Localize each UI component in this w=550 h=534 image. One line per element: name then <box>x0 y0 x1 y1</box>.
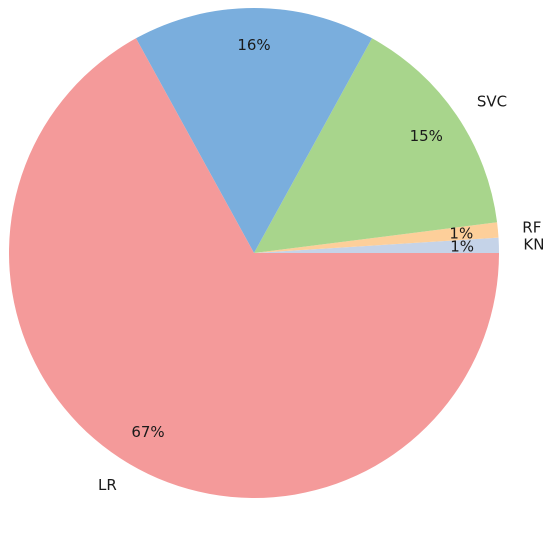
pie-slices <box>8 7 500 499</box>
category-label-kn: KN <box>523 236 544 254</box>
percent-label-svc: 15% <box>410 127 443 145</box>
pie-slice-dt <box>135 7 373 254</box>
category-label-rf: RF <box>522 219 541 237</box>
percent-label-lr: 67% <box>131 423 164 441</box>
category-label-svc: SVC <box>477 93 507 111</box>
pie-percent-labels: 1%1% 15% 16% 67% <box>131 36 474 441</box>
percent-label-kn: 1% <box>450 237 474 255</box>
percent-label-dt: 16% <box>237 36 270 54</box>
pie-slice-svc <box>254 38 498 253</box>
category-label-lr: LR <box>98 476 117 494</box>
pie-slice-rf <box>254 222 499 253</box>
pie-category-labels: KNRFSVCDTLR <box>98 93 544 494</box>
pie-slice-kn <box>254 237 499 253</box>
percent-label-rf: 1% <box>449 224 473 242</box>
pie-slice-lr <box>8 38 500 499</box>
